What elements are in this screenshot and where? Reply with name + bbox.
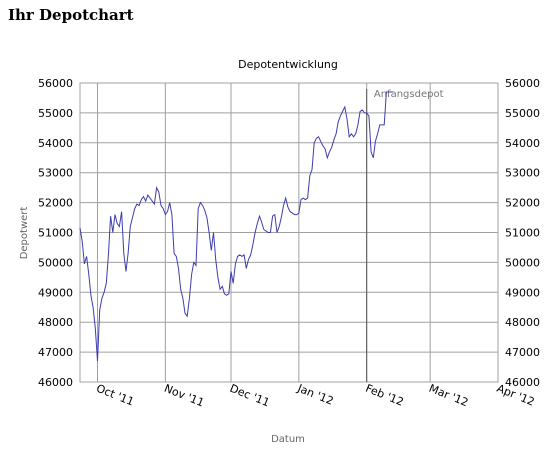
y-tick-label-left: 48000 xyxy=(38,316,73,329)
start-depot-annotation: Anfangsdepot xyxy=(366,89,444,382)
y-axis-left: 46000 47000 48000 49000 50000 51000 52000 53000… xyxy=(38,77,73,389)
y-tick-label-right: 49000 xyxy=(505,286,540,299)
y-tick-label-right: 48000 xyxy=(505,316,540,329)
y-tick-label-right: 56000 xyxy=(505,77,540,90)
x-tick-label: Jan '12 xyxy=(295,381,336,407)
x-axis-label: Datum xyxy=(271,434,305,445)
y-tick-label-left: 56000 xyxy=(38,77,73,90)
y-tick-label-right: 53000 xyxy=(505,167,540,180)
y-axis-right: 46000 47000 48000 49000 50000 51000 52000 53000… xyxy=(505,77,540,389)
series-group xyxy=(79,91,393,362)
chart-title: Depotentwicklung xyxy=(238,58,338,71)
y-axis-label: Depotwert xyxy=(19,207,30,260)
y-tick-label-left: 55000 xyxy=(38,107,73,120)
y-tick-label-left: 51000 xyxy=(38,227,73,240)
y-tick-label-left: 53000 xyxy=(38,167,73,180)
x-tick-label: Feb '12 xyxy=(364,382,406,409)
annotation-label: Anfangsdepot xyxy=(374,89,444,100)
y-tick-label-right: 46000 xyxy=(505,376,540,389)
y-tick-label-left: 46000 xyxy=(38,376,73,389)
y-tick-label-left: 52000 xyxy=(38,197,73,210)
plot-area-border xyxy=(79,82,499,383)
y-tick-label-right: 52000 xyxy=(505,197,540,210)
chart-grid xyxy=(80,82,499,383)
y-tick-label-right: 47000 xyxy=(505,346,540,359)
page-title: Ihr Depotchart xyxy=(8,6,134,24)
x-tick-label: Nov '11 xyxy=(162,382,206,410)
y-tick-label-left: 47000 xyxy=(38,346,73,359)
x-tick-label: Mar '12 xyxy=(427,382,470,410)
x-tick-label: Dec '11 xyxy=(228,382,272,410)
y-tick-label-right: 54000 xyxy=(505,137,540,150)
x-tick-label: Oct '11 xyxy=(94,382,136,409)
x-axis: Oct '11 Nov '11 Dec '11 Jan '12 Feb '12 Mar '… xyxy=(94,381,536,409)
series-line-0 xyxy=(79,91,393,362)
y-tick-label-left: 49000 xyxy=(38,286,73,299)
y-tick-label-left: 50000 xyxy=(38,256,73,269)
y-tick-label-right: 51000 xyxy=(505,227,540,240)
y-tick-label-left: 54000 xyxy=(38,137,73,150)
y-tick-label-right: 50000 xyxy=(505,256,540,269)
y-tick-label-right: 55000 xyxy=(505,107,540,120)
